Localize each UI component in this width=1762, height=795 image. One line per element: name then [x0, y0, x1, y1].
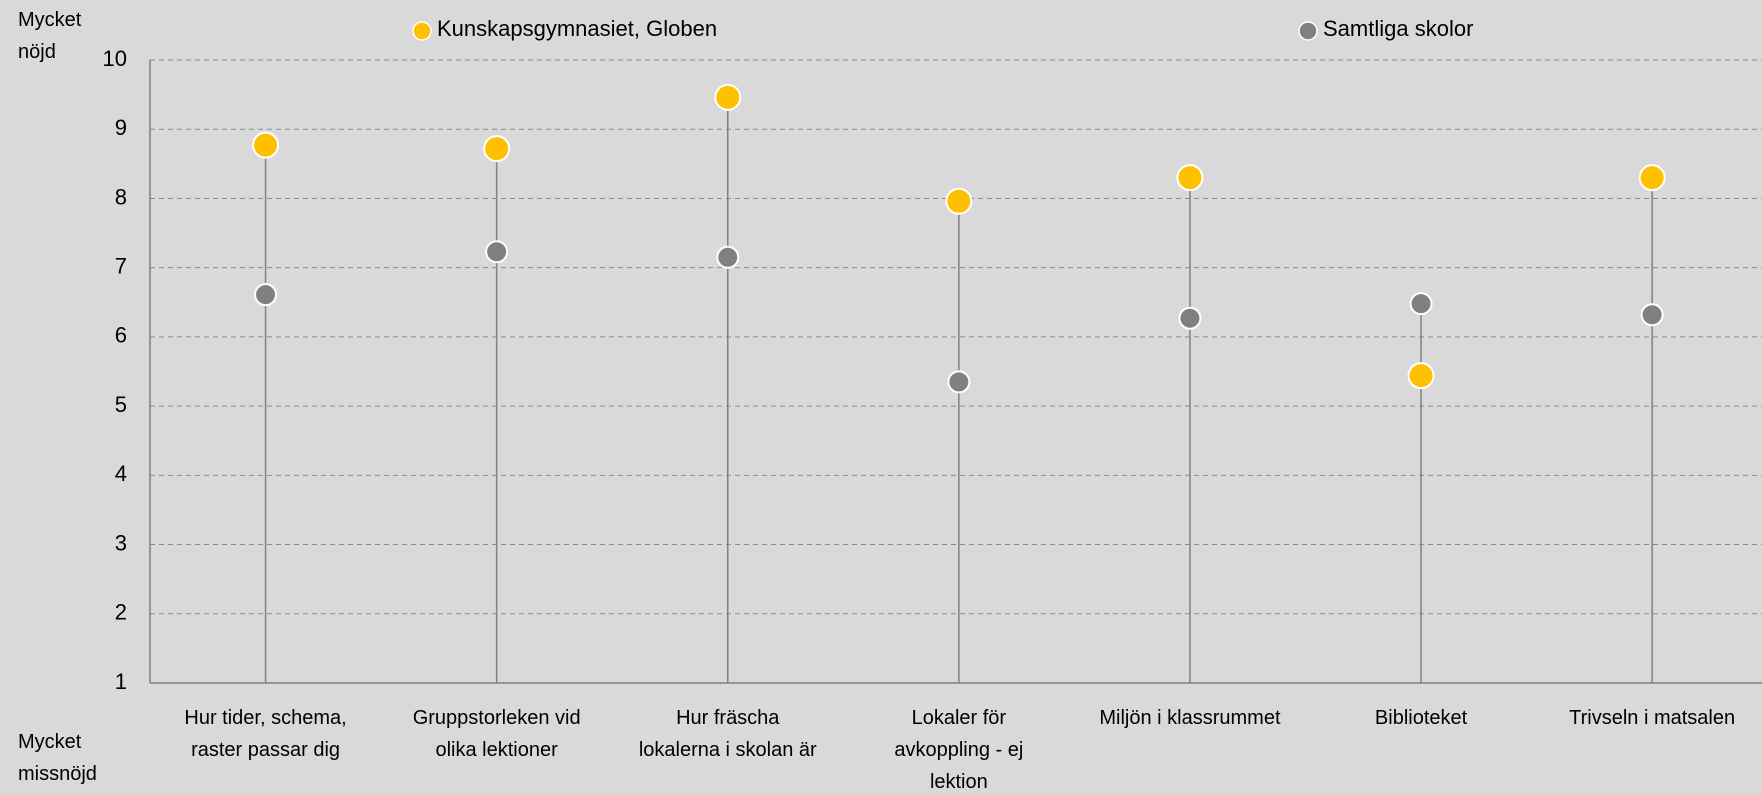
- x-tick-label: Biblioteket: [1374, 707, 1468, 729]
- annotation-top: Mycket nöjd: [18, 9, 82, 63]
- x-tick-label: Hur fräscha lokalerna i skolan är: [638, 707, 817, 761]
- legend-marker: [412, 21, 432, 41]
- dot: [714, 83, 742, 111]
- dot: [252, 131, 280, 159]
- x-tick-label: Lokaler för avkoppling - ej lektion: [894, 707, 1024, 793]
- y-tick-label: 10: [103, 46, 127, 71]
- dot: [483, 135, 511, 163]
- y-tick-label: 5: [115, 392, 127, 417]
- legend-label: Kunskapsgymnasiet, Globen: [437, 16, 717, 41]
- annotation-bottom: Mycket missnöjd: [18, 731, 97, 785]
- y-tick-label: 6: [115, 323, 127, 348]
- y-tick-label: 3: [115, 530, 127, 555]
- dot: [1178, 306, 1202, 330]
- y-tick-label: 7: [115, 253, 127, 278]
- x-tick-label: Hur tider, schema, raster passar dig: [184, 707, 347, 761]
- dot: [1176, 164, 1204, 192]
- y-tick-label: 4: [115, 461, 127, 486]
- dot: [945, 187, 973, 215]
- y-tick-label: 9: [115, 115, 127, 140]
- dot: [716, 245, 740, 269]
- legend-label: Samtliga skolor: [1323, 16, 1473, 41]
- x-tick-label: Gruppstorleken vid olika lektioner: [412, 707, 581, 761]
- dot: [1640, 303, 1664, 327]
- legend-marker: [1298, 21, 1318, 41]
- dot: [254, 283, 278, 307]
- y-tick-label: 8: [115, 184, 127, 209]
- dot: [1409, 292, 1433, 316]
- x-tick-label: Trivseln i matsalen: [1569, 707, 1736, 729]
- dot: [485, 240, 509, 264]
- x-tick-label: Miljön i klassrummet: [1099, 707, 1281, 729]
- y-tick-label: 2: [115, 600, 127, 625]
- dot: [1407, 362, 1435, 390]
- dot: [1638, 164, 1666, 192]
- dot: [947, 370, 971, 394]
- y-tick-label: 1: [115, 669, 127, 694]
